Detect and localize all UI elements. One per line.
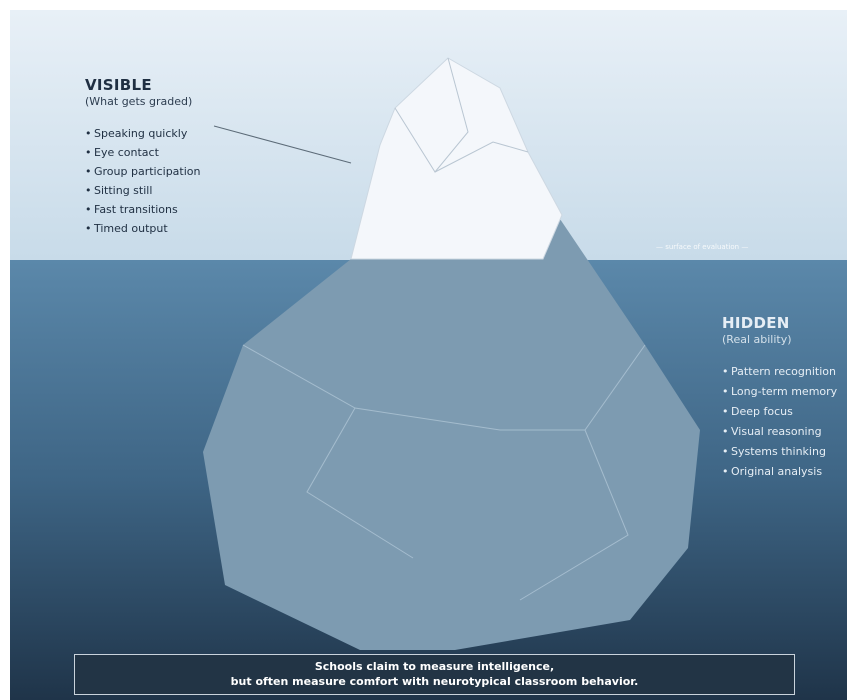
- hidden-item: Original analysis: [722, 462, 847, 482]
- hidden-item: Visual reasoning: [722, 422, 847, 442]
- visible-label-block: VISIBLE (What gets graded) Speaking quic…: [85, 76, 201, 238]
- visible-item: Fast transitions: [85, 200, 201, 219]
- hidden-items: Pattern recognition Long-term memory Dee…: [722, 362, 847, 482]
- tip-facet-lines: [394, 57, 529, 173]
- surface-label: — surface of evaluation —: [656, 243, 749, 251]
- visible-subtitle: (What gets graded): [85, 95, 193, 108]
- visible-title: VISIBLE: [85, 76, 152, 94]
- hidden-item: Pattern recognition: [722, 362, 847, 382]
- hidden-item: Systems thinking: [722, 442, 847, 462]
- hidden-item: Long-term memory: [722, 382, 847, 402]
- caption-box: Schools claim to measure intelligence, b…: [74, 654, 795, 695]
- visible-items: Speaking quickly Eye contact Group parti…: [85, 124, 201, 238]
- hidden-title: HIDDEN: [722, 314, 790, 332]
- visible-item: Timed output: [85, 219, 201, 238]
- submerged-facet-lines: [242, 344, 646, 601]
- visible-item: Eye contact: [85, 143, 201, 162]
- iceberg-submerged: [203, 219, 700, 650]
- visible-item: Sitting still: [85, 181, 201, 200]
- hidden-subtitle: (Real ability): [722, 333, 792, 346]
- visible-item: Group participation: [85, 162, 201, 181]
- hidden-item: Deep focus: [722, 402, 847, 422]
- iceberg-tip: [350, 57, 563, 260]
- visible-item: Speaking quickly: [85, 124, 201, 143]
- visible-pointer-line: [213, 125, 352, 164]
- caption-line-1: Schools claim to measure intelligence,: [314, 660, 555, 673]
- caption-line-2: but often measure comfort with neurotypi…: [230, 675, 639, 688]
- hidden-label-block: HIDDEN (Real ability) Pattern recognitio…: [722, 314, 847, 482]
